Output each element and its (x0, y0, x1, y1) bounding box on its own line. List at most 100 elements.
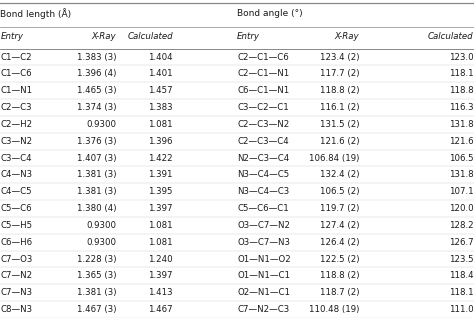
Text: 119.7 (2): 119.7 (2) (320, 204, 359, 213)
Text: C4—N3: C4—N3 (0, 170, 33, 179)
Text: 1.457: 1.457 (148, 86, 173, 95)
Text: 117.7 (2): 117.7 (2) (320, 69, 359, 79)
Text: Entry: Entry (0, 32, 24, 41)
Text: 1.081: 1.081 (148, 238, 173, 247)
Text: 1.381 (3): 1.381 (3) (77, 187, 116, 196)
Text: 1.401: 1.401 (148, 69, 173, 79)
Text: 123.4 (2): 123.4 (2) (320, 52, 359, 62)
Text: 1.467: 1.467 (148, 305, 173, 314)
Text: Calculated: Calculated (128, 32, 173, 41)
Text: 127.4 (2): 127.4 (2) (320, 221, 359, 230)
Text: 118.4: 118.4 (449, 272, 474, 280)
Text: 1.365 (3): 1.365 (3) (77, 272, 116, 280)
Text: Bond angle (°): Bond angle (°) (237, 10, 302, 18)
Text: 106.5: 106.5 (449, 154, 474, 162)
Text: C7—N3: C7—N3 (0, 288, 33, 297)
Text: O1—N1—O2: O1—N1—O2 (237, 255, 291, 264)
Text: 106.84 (19): 106.84 (19) (309, 154, 359, 162)
Text: 128.2: 128.2 (449, 221, 474, 230)
Text: C6—C1—N1: C6—C1—N1 (237, 86, 289, 95)
Text: 106.5 (2): 106.5 (2) (320, 187, 359, 196)
Text: C1—N1: C1—N1 (0, 86, 33, 95)
Text: 1.391: 1.391 (148, 170, 173, 179)
Text: O2—N1—C1: O2—N1—C1 (237, 288, 290, 297)
Text: X-Ray: X-Ray (91, 32, 116, 41)
Text: 118.7 (2): 118.7 (2) (320, 288, 359, 297)
Text: 132.4 (2): 132.4 (2) (320, 170, 359, 179)
Text: 1.396: 1.396 (148, 137, 173, 146)
Text: C1—C6: C1—C6 (0, 69, 32, 79)
Text: X-Ray: X-Ray (335, 32, 359, 41)
Text: 1.228 (3): 1.228 (3) (77, 255, 116, 264)
Text: 118.8 (2): 118.8 (2) (320, 86, 359, 95)
Text: 126.7: 126.7 (449, 238, 474, 247)
Text: C1—C2: C1—C2 (0, 52, 32, 62)
Text: 131.5 (2): 131.5 (2) (320, 120, 359, 129)
Text: 1.381 (3): 1.381 (3) (77, 288, 116, 297)
Text: 122.5 (2): 122.5 (2) (320, 255, 359, 264)
Text: 1.396 (4): 1.396 (4) (77, 69, 116, 79)
Text: 1.397: 1.397 (148, 204, 173, 213)
Text: Entry: Entry (237, 32, 260, 41)
Text: O3—C7—N3: O3—C7—N3 (237, 238, 290, 247)
Text: 1.081: 1.081 (148, 221, 173, 230)
Text: C7—O3: C7—O3 (0, 255, 33, 264)
Text: N2—C3—C4: N2—C3—C4 (237, 154, 289, 162)
Text: 118.8 (2): 118.8 (2) (320, 272, 359, 280)
Text: O3—C7—N2: O3—C7—N2 (237, 221, 290, 230)
Text: 121.6: 121.6 (449, 137, 474, 146)
Text: C7—N2: C7—N2 (0, 272, 33, 280)
Text: 1.397: 1.397 (148, 272, 173, 280)
Text: C3—C4: C3—C4 (0, 154, 32, 162)
Text: 118.8: 118.8 (449, 86, 474, 95)
Text: 121.6 (2): 121.6 (2) (320, 137, 359, 146)
Text: Calculated: Calculated (428, 32, 474, 41)
Text: C3—N2: C3—N2 (0, 137, 33, 146)
Text: 1.376 (3): 1.376 (3) (77, 137, 116, 146)
Text: 110.48 (19): 110.48 (19) (309, 305, 359, 314)
Text: 116.3: 116.3 (449, 103, 474, 112)
Text: 123.0: 123.0 (449, 52, 474, 62)
Text: C7—N2—C3: C7—N2—C3 (237, 305, 289, 314)
Text: 1.381 (3): 1.381 (3) (77, 170, 116, 179)
Text: N3—C4—C5: N3—C4—C5 (237, 170, 289, 179)
Text: C5—C6—C1: C5—C6—C1 (237, 204, 289, 213)
Text: C2—C3—C4: C2—C3—C4 (237, 137, 289, 146)
Text: C2—C3: C2—C3 (0, 103, 32, 112)
Text: 120.0: 120.0 (449, 204, 474, 213)
Text: 1.395: 1.395 (148, 187, 173, 196)
Text: 1.467 (3): 1.467 (3) (77, 305, 116, 314)
Text: C5—H5: C5—H5 (0, 221, 33, 230)
Text: C2—C1—C6: C2—C1—C6 (237, 52, 289, 62)
Text: 0.9300: 0.9300 (86, 221, 116, 230)
Text: 1.383: 1.383 (148, 103, 173, 112)
Text: 0.9300: 0.9300 (86, 238, 116, 247)
Text: O1—N1—C1: O1—N1—C1 (237, 272, 290, 280)
Text: 1.374 (3): 1.374 (3) (77, 103, 116, 112)
Text: 0.9300: 0.9300 (86, 120, 116, 129)
Text: N3—C4—C3: N3—C4—C3 (237, 187, 289, 196)
Text: C2—C1—N1: C2—C1—N1 (237, 69, 289, 79)
Text: 1.422: 1.422 (148, 154, 173, 162)
Text: Bond length (Å): Bond length (Å) (0, 9, 72, 19)
Text: 107.1: 107.1 (449, 187, 474, 196)
Text: 1.413: 1.413 (148, 288, 173, 297)
Text: 1.404: 1.404 (148, 52, 173, 62)
Text: 118.1: 118.1 (449, 288, 474, 297)
Text: 123.5: 123.5 (449, 255, 474, 264)
Text: C2—H2: C2—H2 (0, 120, 33, 129)
Text: 126.4 (2): 126.4 (2) (320, 238, 359, 247)
Text: 118.1: 118.1 (449, 69, 474, 79)
Text: 1.383 (3): 1.383 (3) (77, 52, 116, 62)
Text: 1.081: 1.081 (148, 120, 173, 129)
Text: 1.380 (4): 1.380 (4) (77, 204, 116, 213)
Text: 1.240: 1.240 (148, 255, 173, 264)
Text: 1.465 (3): 1.465 (3) (77, 86, 116, 95)
Text: 131.8: 131.8 (449, 170, 474, 179)
Text: C3—C2—C1: C3—C2—C1 (237, 103, 289, 112)
Text: 131.8: 131.8 (449, 120, 474, 129)
Text: C8—N3: C8—N3 (0, 305, 33, 314)
Text: C5—C6: C5—C6 (0, 204, 32, 213)
Text: 1.407 (3): 1.407 (3) (77, 154, 116, 162)
Text: 116.1 (2): 116.1 (2) (320, 103, 359, 112)
